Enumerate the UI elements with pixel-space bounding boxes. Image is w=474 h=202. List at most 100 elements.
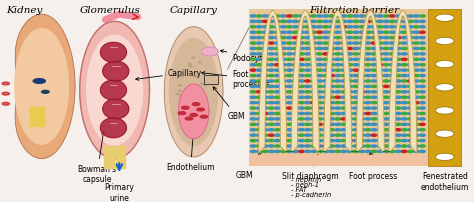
Circle shape <box>292 43 298 45</box>
Circle shape <box>299 64 304 66</box>
Circle shape <box>383 102 389 104</box>
Circle shape <box>414 75 419 77</box>
Circle shape <box>281 59 286 61</box>
Circle shape <box>414 37 419 40</box>
Circle shape <box>305 102 310 104</box>
Circle shape <box>414 118 419 120</box>
Circle shape <box>371 145 377 147</box>
Circle shape <box>274 32 280 34</box>
Circle shape <box>281 86 286 88</box>
Circle shape <box>323 86 328 88</box>
Circle shape <box>359 145 365 147</box>
Circle shape <box>287 70 292 72</box>
Circle shape <box>292 161 298 164</box>
Circle shape <box>268 140 274 142</box>
Circle shape <box>305 75 310 77</box>
Circle shape <box>347 37 353 40</box>
Circle shape <box>359 21 365 23</box>
Circle shape <box>329 135 335 137</box>
Circle shape <box>341 113 346 115</box>
Circle shape <box>390 43 395 45</box>
Circle shape <box>274 43 280 45</box>
Circle shape <box>341 118 346 120</box>
Circle shape <box>401 161 407 164</box>
Circle shape <box>250 113 256 115</box>
Polygon shape <box>100 81 127 100</box>
Circle shape <box>329 86 335 88</box>
Circle shape <box>317 81 322 83</box>
Circle shape <box>268 32 274 34</box>
Circle shape <box>414 113 419 115</box>
Circle shape <box>256 86 262 88</box>
Circle shape <box>371 118 377 120</box>
Circle shape <box>383 37 389 40</box>
Circle shape <box>311 43 317 45</box>
Circle shape <box>383 118 389 120</box>
Circle shape <box>335 59 341 61</box>
Circle shape <box>395 32 401 34</box>
Circle shape <box>305 16 310 18</box>
Circle shape <box>371 37 377 40</box>
Circle shape <box>263 102 268 104</box>
Circle shape <box>250 129 256 131</box>
Circle shape <box>359 16 365 18</box>
Circle shape <box>317 97 322 99</box>
Circle shape <box>395 151 401 153</box>
Circle shape <box>347 70 353 72</box>
Circle shape <box>353 43 359 45</box>
Circle shape <box>317 64 322 66</box>
Circle shape <box>179 91 182 92</box>
Circle shape <box>335 64 341 66</box>
Circle shape <box>250 32 256 34</box>
Circle shape <box>347 102 353 104</box>
Circle shape <box>395 43 401 45</box>
Circle shape <box>317 129 322 131</box>
Circle shape <box>317 145 322 147</box>
Circle shape <box>408 97 413 99</box>
Circle shape <box>317 21 322 23</box>
Polygon shape <box>32 65 52 108</box>
Circle shape <box>365 161 371 164</box>
Circle shape <box>323 156 328 158</box>
Circle shape <box>329 64 335 66</box>
Circle shape <box>263 27 268 29</box>
Circle shape <box>274 161 280 164</box>
Circle shape <box>419 43 425 45</box>
Circle shape <box>268 54 274 56</box>
Circle shape <box>408 86 413 88</box>
Circle shape <box>401 43 407 45</box>
Circle shape <box>395 156 401 158</box>
Circle shape <box>250 140 256 142</box>
Circle shape <box>408 59 413 61</box>
Circle shape <box>256 113 262 115</box>
Circle shape <box>353 107 359 110</box>
Circle shape <box>281 113 286 115</box>
Circle shape <box>193 86 196 87</box>
Circle shape <box>377 43 383 45</box>
Circle shape <box>317 59 322 61</box>
Bar <box>249 10 428 166</box>
Circle shape <box>323 113 328 115</box>
Circle shape <box>419 64 425 66</box>
Circle shape <box>182 107 189 110</box>
Circle shape <box>371 156 377 158</box>
Circle shape <box>274 86 280 88</box>
Circle shape <box>347 43 353 45</box>
Circle shape <box>268 102 274 104</box>
Bar <box>204 76 218 85</box>
Circle shape <box>292 145 298 147</box>
Circle shape <box>305 86 310 88</box>
Circle shape <box>329 161 335 164</box>
Circle shape <box>390 102 395 104</box>
Circle shape <box>371 32 377 34</box>
Circle shape <box>250 16 256 18</box>
Circle shape <box>2 103 9 106</box>
Circle shape <box>183 120 186 121</box>
Circle shape <box>395 27 401 29</box>
Circle shape <box>365 64 371 66</box>
Circle shape <box>365 48 371 50</box>
Circle shape <box>395 21 401 23</box>
Circle shape <box>365 37 371 40</box>
Circle shape <box>311 64 317 66</box>
Circle shape <box>419 140 425 142</box>
